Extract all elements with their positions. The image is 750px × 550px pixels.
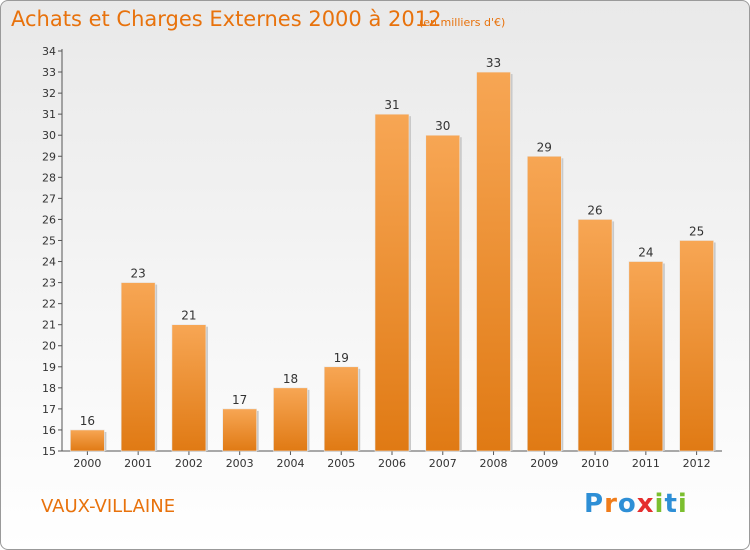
value-label: 18 <box>283 372 298 386</box>
value-label: 26 <box>587 203 602 217</box>
value-label: 30 <box>435 119 450 133</box>
y-tick-label: 23 <box>42 277 56 290</box>
x-tick-label: 2008 <box>480 457 508 470</box>
value-label: 31 <box>384 98 399 112</box>
x-tick-label: 2000 <box>73 457 101 470</box>
chart-labels: 2000 16 2001 23 2002 21 2003 17 2004 18 2005 19 2006… <box>73 56 710 470</box>
x-tick-label: 2010 <box>581 457 609 470</box>
y-tick-label: 29 <box>42 150 56 163</box>
bar-2007 <box>425 134 461 452</box>
value-label: 33 <box>486 56 501 70</box>
value-label: 23 <box>131 267 146 281</box>
y-tick-label: 30 <box>42 129 56 142</box>
value-label: 16 <box>80 414 95 428</box>
value-label: 17 <box>232 393 247 407</box>
y-tick-label: 22 <box>42 298 56 311</box>
x-tick-label: 2007 <box>429 457 457 470</box>
chart-bars <box>70 71 716 452</box>
x-tick-label: 2001 <box>124 457 152 470</box>
y-tick-label: 25 <box>42 234 56 247</box>
y-tick-label: 31 <box>42 108 56 121</box>
logo-letter: i <box>654 489 665 519</box>
bar-2008 <box>476 71 511 452</box>
bar-2000 <box>70 429 105 452</box>
place-name: VAUX-VILLAINE <box>41 496 176 517</box>
y-tick-label: 34 <box>42 45 56 58</box>
bar-2003 <box>222 408 257 452</box>
y-tick-label: 15 <box>42 445 56 458</box>
bar-2001 <box>120 282 156 452</box>
chart-axes: 15 16 17 18 19 20 21 22 23 24 25 26 27 28 29 30 31 32 33 34 <box>42 45 722 458</box>
proxiti-logo: Proxiti <box>584 489 688 519</box>
logo-letter: i <box>677 489 688 519</box>
y-tick-label: 20 <box>42 340 56 353</box>
value-label: 19 <box>334 351 349 365</box>
y-tick-label: 27 <box>42 192 56 205</box>
value-label: 24 <box>638 246 653 260</box>
y-tick-label: 32 <box>42 87 56 100</box>
y-tick-label: 28 <box>42 171 56 184</box>
y-tick-label: 21 <box>42 319 56 332</box>
x-tick-label: 2003 <box>226 457 254 470</box>
y-tick-label: 24 <box>42 256 56 269</box>
x-tick-label: 2002 <box>175 457 203 470</box>
bar-2011 <box>628 261 664 452</box>
x-tick-label: 2011 <box>632 457 660 470</box>
logo-letter: o <box>617 489 637 519</box>
bar-2012 <box>679 240 714 452</box>
bar-2010 <box>577 219 613 452</box>
y-tick-label: 16 <box>42 424 56 437</box>
value-label: 29 <box>537 140 552 154</box>
y-tick-label: 26 <box>42 213 56 226</box>
bar-2002 <box>171 324 207 452</box>
x-tick-label: 2004 <box>276 457 304 470</box>
bar-2009 <box>527 155 562 452</box>
x-tick-label: 2006 <box>378 457 406 470</box>
value-label: 21 <box>181 309 196 323</box>
value-label: 25 <box>689 224 704 238</box>
y-tick-label: 19 <box>42 361 56 374</box>
chart-title: Achats et Charges Externes 2000 à 2012 <box>11 7 442 31</box>
x-tick-label: 2012 <box>683 457 711 470</box>
y-tick-label: 33 <box>42 66 56 79</box>
chart-subtitle: (en milliers d'€) <box>419 16 506 29</box>
y-tick-label: 17 <box>42 403 56 416</box>
bar-2005 <box>323 366 359 452</box>
logo-letter: P <box>584 489 605 519</box>
x-tick-label: 2009 <box>530 457 558 470</box>
x-tick-label: 2005 <box>327 457 355 470</box>
logo-letter: r <box>604 489 618 519</box>
logo-letter: t <box>664 489 678 519</box>
bar-2004 <box>273 387 308 452</box>
y-tick-label: 18 <box>42 382 56 395</box>
bar-2006 <box>374 113 410 452</box>
logo-letter: x <box>636 489 655 519</box>
